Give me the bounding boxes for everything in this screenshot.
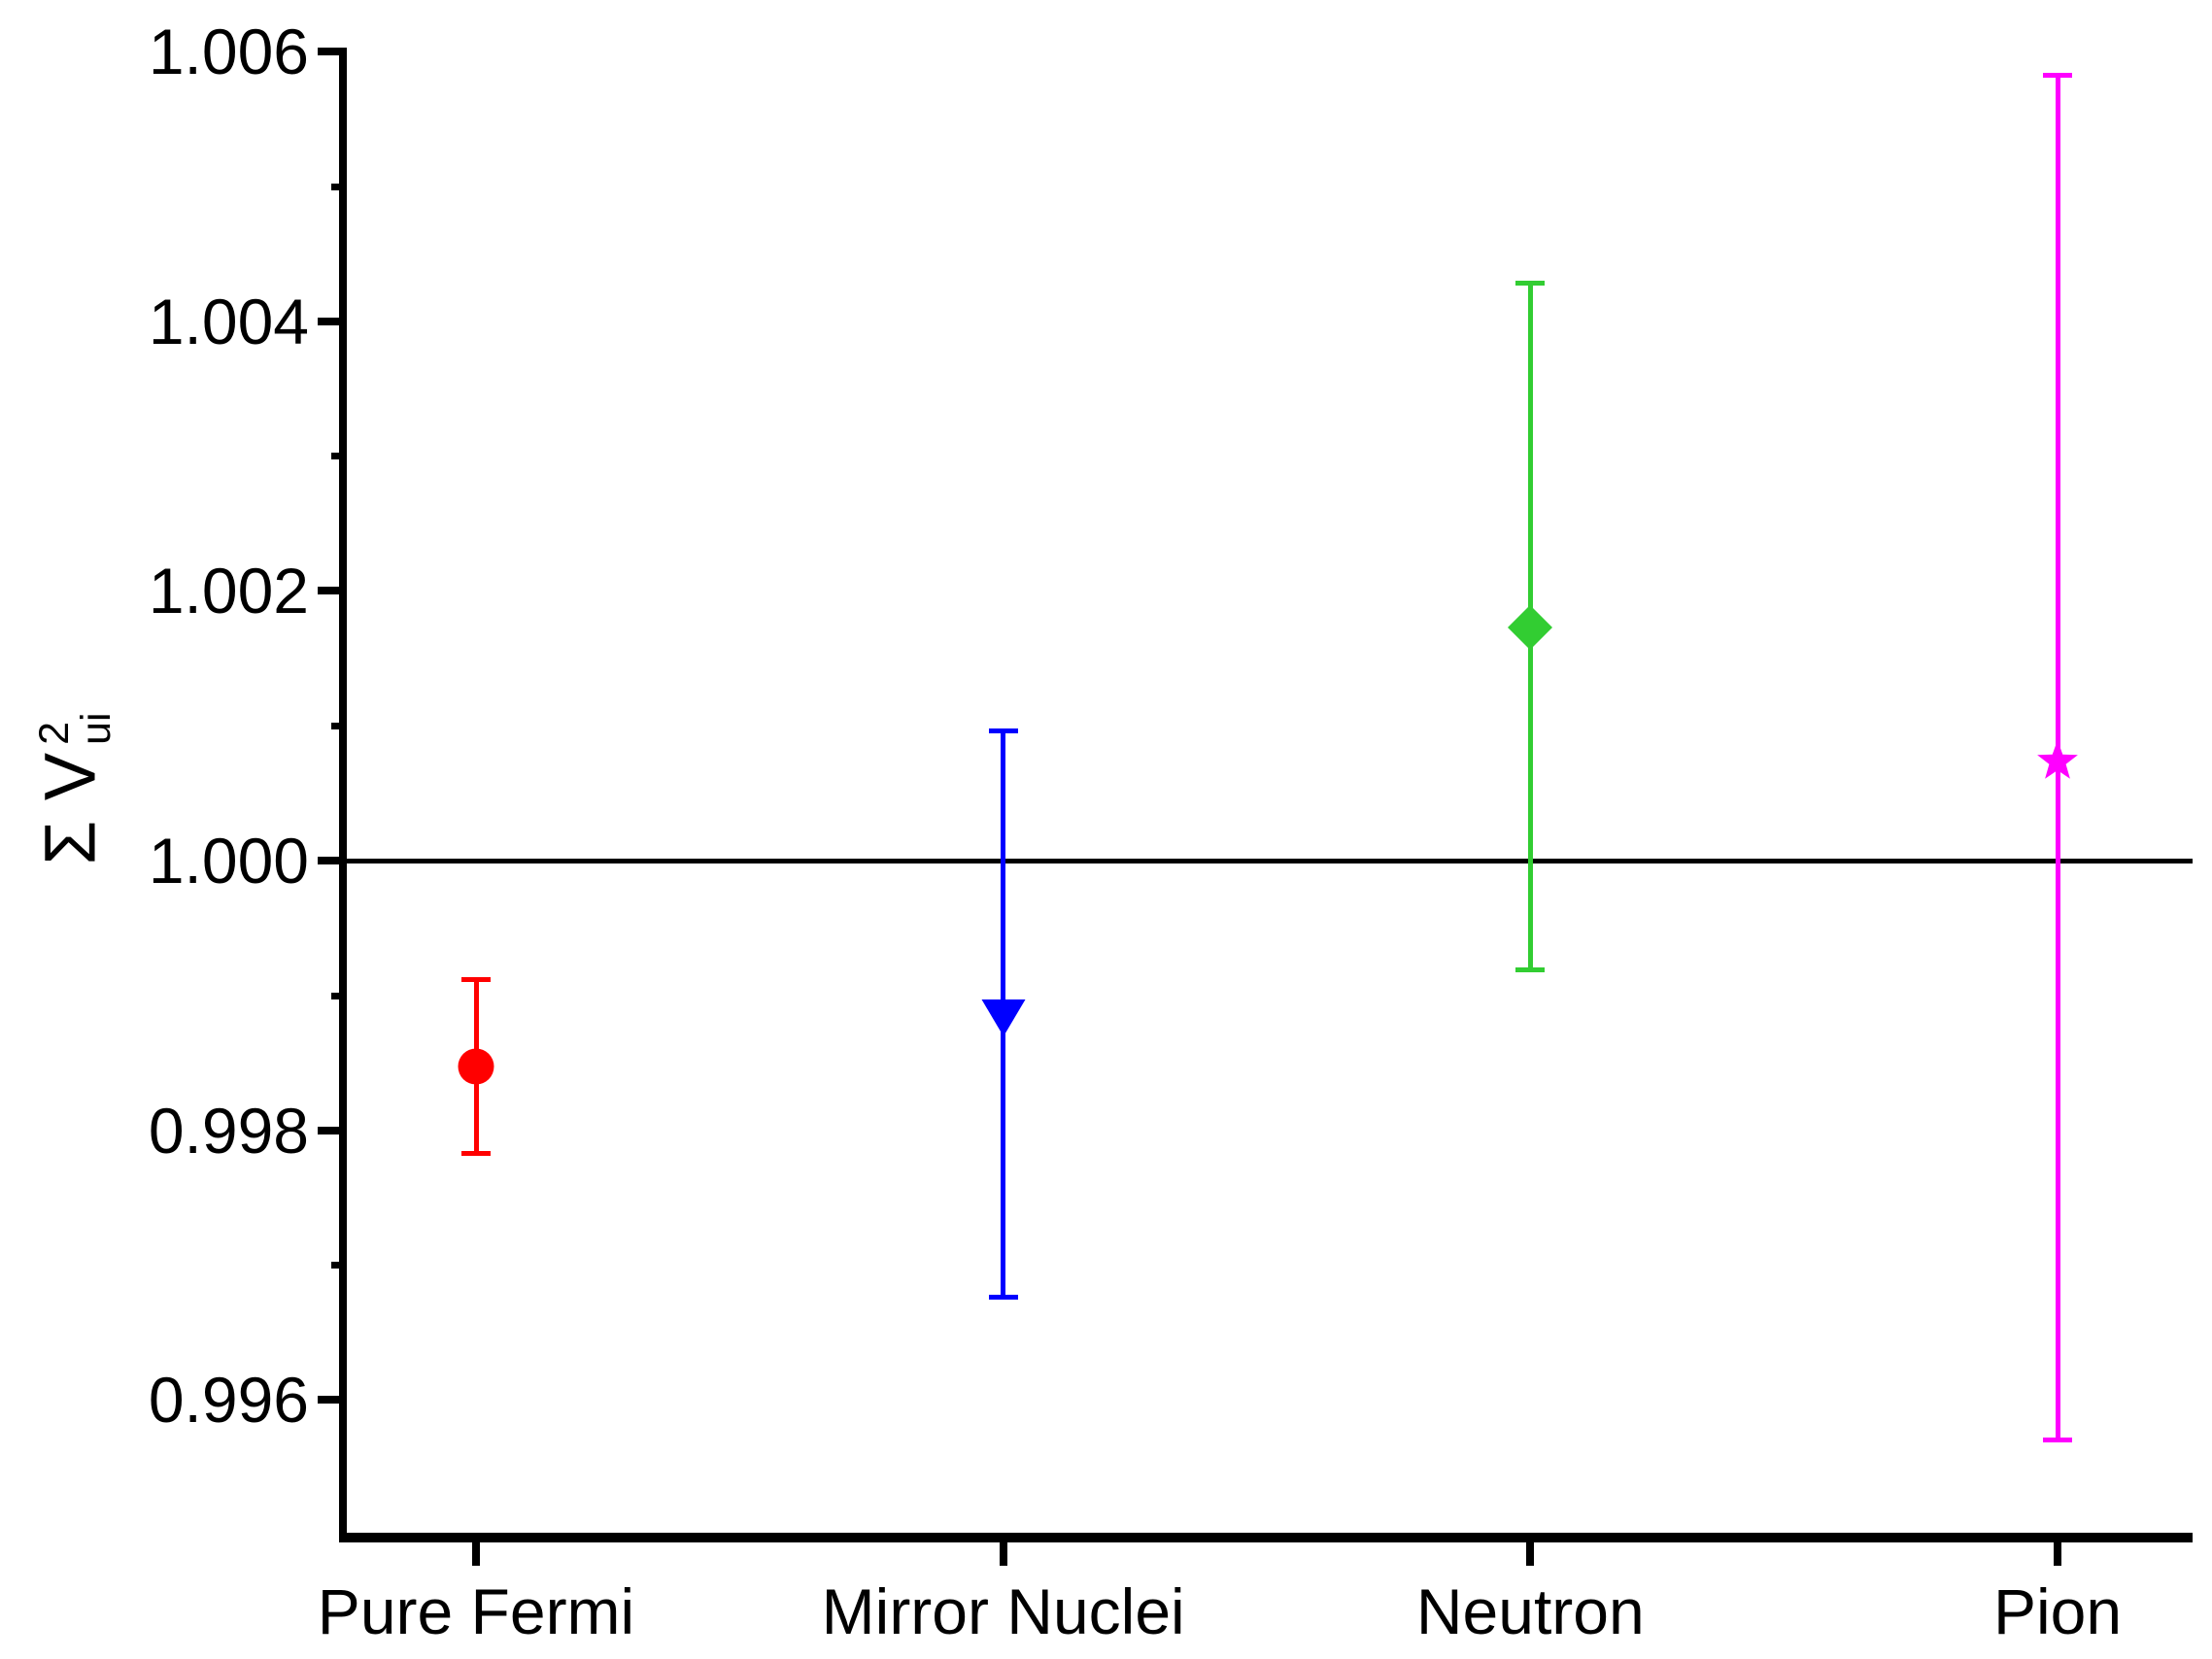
error-bar-cap-bottom: [461, 1150, 491, 1156]
reference-line: [347, 859, 2193, 863]
x-category-label: Mirror Nuclei: [821, 1575, 1185, 1647]
y-axis-title-superscript: 2: [31, 721, 79, 745]
y-major-tick: [318, 587, 347, 595]
y-axis-line: [339, 48, 347, 1542]
y-tick-label: 0.998: [148, 1094, 309, 1167]
x-major-tick: [1526, 1542, 1535, 1566]
y-major-tick: [318, 856, 347, 864]
data-point-marker: [1506, 603, 1554, 652]
y-tick-label: 1.000: [148, 824, 309, 897]
y-minor-tick: [331, 723, 347, 730]
error-bar-cap-top: [1515, 281, 1546, 287]
y-major-tick: [318, 317, 347, 325]
y-minor-tick: [331, 992, 347, 999]
x-category-label: Pure Fermi: [317, 1575, 635, 1647]
x-axis-line: [339, 1533, 2193, 1542]
data-point-marker: [2033, 736, 2082, 785]
y-minor-tick: [331, 453, 347, 460]
error-bar-cap-bottom: [988, 1295, 1018, 1301]
y-minor-tick: [331, 183, 347, 190]
data-point-marker: [979, 994, 1028, 1042]
y-axis-title-subsup: 2 ui: [31, 712, 119, 745]
y-tick-label: 1.002: [148, 555, 309, 627]
error-bar-cap-bottom: [2043, 1438, 2072, 1443]
y-axis-title: Σ V 2 ui: [30, 712, 119, 864]
y-major-tick: [318, 1396, 347, 1405]
y-major-tick: [318, 1126, 347, 1134]
y-tick-label: 0.996: [148, 1364, 309, 1437]
y-tick-label: 1.006: [148, 16, 309, 87]
x-category-label: Pion: [1992, 1575, 2123, 1647]
y-minor-tick: [331, 1262, 347, 1270]
x-major-tick: [472, 1542, 480, 1566]
error-bar-cap-top: [461, 976, 491, 982]
error-bar-cap-bottom: [1515, 966, 1546, 972]
y-tick-label: 1.004: [148, 285, 309, 357]
y-major-tick: [318, 48, 347, 55]
error-bar-cap-top: [2043, 73, 2072, 79]
x-major-tick: [999, 1542, 1007, 1566]
y-axis-title-subscript: ui: [73, 712, 119, 745]
x-category-label: Neutron: [1415, 1575, 1645, 1647]
y-axis-title-main: Σ V: [29, 752, 111, 865]
data-point-marker: [452, 1042, 500, 1091]
error-bar-cap-top: [988, 728, 1018, 734]
x-major-tick: [2054, 1542, 2061, 1566]
